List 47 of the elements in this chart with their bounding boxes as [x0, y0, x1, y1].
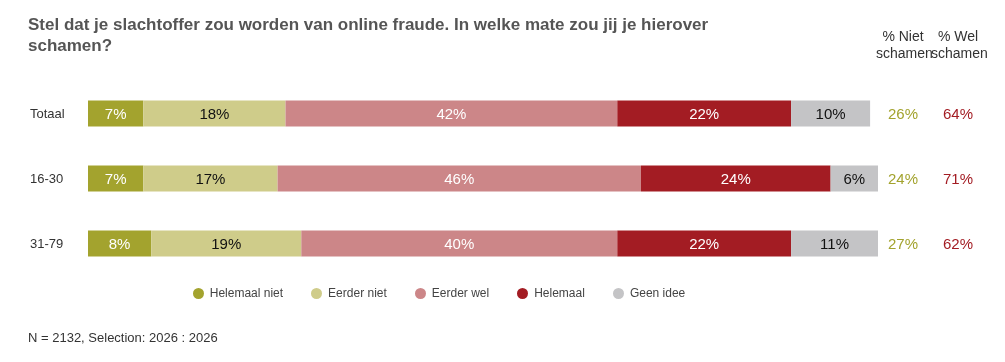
bar: [617, 230, 792, 257]
legend-label: Helemaal niet: [208, 286, 284, 300]
data-label: 18%: [199, 105, 230, 122]
data-label: 22%: [689, 105, 720, 122]
legend-label: Geen idee: [628, 286, 686, 300]
data-label: 17%: [195, 170, 226, 187]
text: 62%: [942, 233, 974, 254]
text: 24%: [887, 168, 919, 189]
text: 27%: [887, 233, 919, 254]
bar: [641, 165, 831, 192]
data-label: 7%: [104, 170, 127, 187]
legend-label: Helemaal: [533, 286, 585, 300]
text: % Wel schamen: [931, 28, 988, 62]
y-tick-label: Totaal: [30, 106, 65, 122]
bar: [88, 165, 144, 192]
data-label: 8%: [108, 235, 131, 252]
bar: [277, 165, 641, 192]
bar: [88, 230, 152, 257]
text: 26%: [887, 103, 919, 124]
bar: [791, 230, 878, 257]
data-label: 42%: [436, 105, 467, 122]
bar: [285, 100, 618, 127]
y-tick-label: 16-30: [30, 171, 64, 187]
text: % Niet schamen: [876, 28, 933, 62]
data-label: 19%: [211, 235, 242, 252]
text: N = 2132, Selection: 2026 : 2026: [28, 330, 218, 345]
bar: [88, 100, 144, 127]
bar: [143, 165, 278, 192]
bar: [617, 100, 792, 127]
data-label: 46%: [444, 170, 475, 187]
bar: [301, 230, 618, 257]
text: 64%: [942, 103, 974, 124]
bar: [791, 100, 871, 127]
data-label: 24%: [720, 170, 751, 187]
data-label: 6%: [843, 170, 866, 187]
data-label: 11%: [820, 235, 850, 252]
data-label: 40%: [444, 235, 475, 252]
y-tick-label: 31-79: [30, 236, 64, 252]
text: 71%: [942, 168, 974, 189]
data-label: 22%: [689, 235, 720, 252]
legend-label: Eerder wel: [430, 286, 490, 300]
data-label: 10%: [815, 105, 846, 122]
bar: [143, 100, 286, 127]
chart-title: Stel dat je slachtoffer zou worden van online fraude. In welke mate zou jij je hierover schamen?: [28, 14, 710, 56]
data-label: 7%: [104, 105, 127, 122]
legend-label: Eerder niet: [327, 286, 387, 300]
bar: [151, 230, 302, 257]
